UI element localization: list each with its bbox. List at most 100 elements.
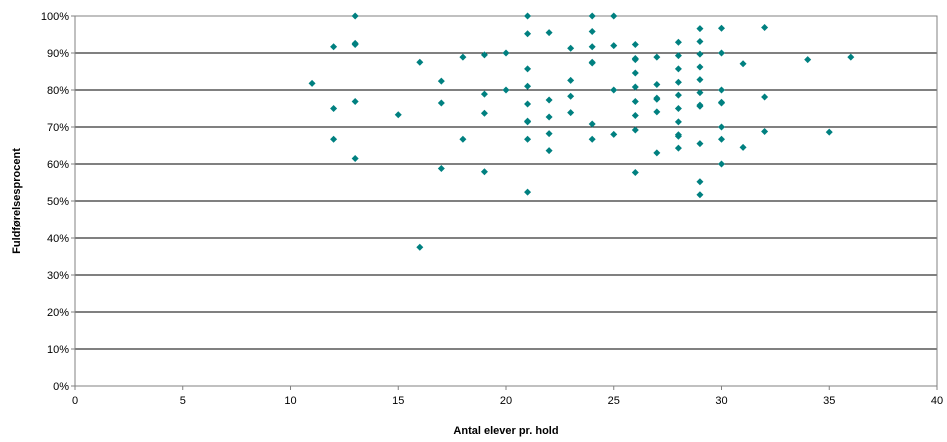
gridlines [75, 52, 937, 350]
y-tick-label: 10% [47, 344, 69, 356]
data-point [524, 82, 532, 90]
data-point [718, 135, 725, 143]
data-point [480, 51, 488, 59]
y-tick-label: 100% [41, 11, 69, 23]
data-point [804, 56, 812, 64]
data-point [545, 29, 553, 37]
y-axis-title: Fuldførelsesprocent [11, 148, 23, 254]
y-tick-label: 70% [47, 122, 69, 134]
data-point [653, 95, 661, 103]
data-point [459, 135, 467, 143]
data-point [631, 69, 639, 77]
data-point [631, 169, 639, 177]
data-point [308, 79, 316, 87]
data-point [761, 127, 769, 135]
data-point [674, 132, 682, 140]
data-point [631, 56, 639, 64]
y-tick-label: 40% [47, 233, 69, 245]
data-point [610, 130, 618, 138]
data-point [761, 23, 769, 31]
data-point [674, 38, 682, 46]
data-point [631, 83, 639, 91]
data-point [330, 43, 338, 51]
data-point [351, 97, 359, 105]
data-point [610, 12, 618, 20]
data-point [739, 60, 747, 68]
data-point [631, 40, 639, 48]
data-point [330, 105, 338, 112]
data-point [351, 39, 359, 47]
y-tick-label: 30% [47, 270, 69, 282]
data-point [674, 105, 682, 112]
data-point [524, 100, 532, 108]
data-point [631, 112, 639, 120]
data-point [480, 90, 488, 98]
data-point [524, 12, 532, 20]
data-point [696, 76, 704, 84]
data-point [674, 78, 682, 86]
data-point [524, 117, 532, 125]
data-point [588, 59, 596, 67]
data-point [696, 102, 704, 110]
data-point [545, 130, 553, 138]
data-point [545, 113, 553, 121]
data-point [653, 53, 661, 61]
data-point [567, 76, 575, 84]
data-point [351, 12, 359, 20]
data-point [674, 65, 682, 73]
data-point [739, 143, 747, 151]
x-tick-label: 25 [608, 395, 620, 407]
data-point [825, 128, 833, 136]
data-point [437, 77, 445, 85]
x-tick-label: 10 [284, 395, 296, 407]
data-point [674, 144, 682, 152]
data-point [674, 91, 682, 99]
data-point [588, 28, 596, 36]
data-point [545, 96, 553, 104]
data-point [459, 53, 467, 61]
data-point [718, 123, 725, 131]
x-tick-label: 35 [823, 395, 835, 407]
data-point [480, 109, 488, 117]
data-point [588, 135, 596, 143]
data-point [718, 86, 725, 94]
data-point [696, 178, 704, 186]
data-point [351, 154, 359, 162]
data-point [524, 135, 532, 143]
axis-ticks: 0% 10% 20% 30% 40% 50% 60% 70% 80% 90% 100% 0 5 10 15 2… [41, 11, 943, 407]
data-point [588, 120, 596, 128]
y-tick-label: 60% [47, 159, 69, 171]
data-point [696, 63, 704, 71]
data-point [524, 188, 532, 196]
data-point [653, 80, 661, 88]
data-point [696, 140, 704, 148]
data-point [696, 38, 704, 46]
data-point [416, 243, 424, 251]
data-point [588, 12, 596, 20]
data-point [674, 52, 682, 60]
data-point [524, 65, 532, 73]
y-tick-label: 80% [47, 85, 69, 97]
data-point [567, 44, 575, 52]
x-tick-label: 0 [72, 395, 78, 407]
data-point [330, 135, 338, 143]
data-point [653, 149, 661, 157]
x-tick-label: 15 [392, 395, 404, 407]
data-point [480, 168, 488, 176]
data-point [416, 58, 424, 66]
data-point [394, 111, 402, 119]
data-point [567, 109, 575, 117]
data-point [653, 108, 661, 116]
data-point [718, 24, 725, 32]
y-tick-label: 90% [47, 48, 69, 60]
data-point [696, 89, 704, 97]
data-point [610, 86, 618, 94]
data-point [437, 164, 445, 172]
x-axis-title: Antal elever pr. hold [453, 425, 558, 437]
data-point [718, 160, 725, 168]
y-tick-label: 50% [47, 196, 69, 208]
data-point [567, 92, 575, 100]
data-point [718, 99, 725, 107]
x-tick-label: 5 [180, 395, 186, 407]
